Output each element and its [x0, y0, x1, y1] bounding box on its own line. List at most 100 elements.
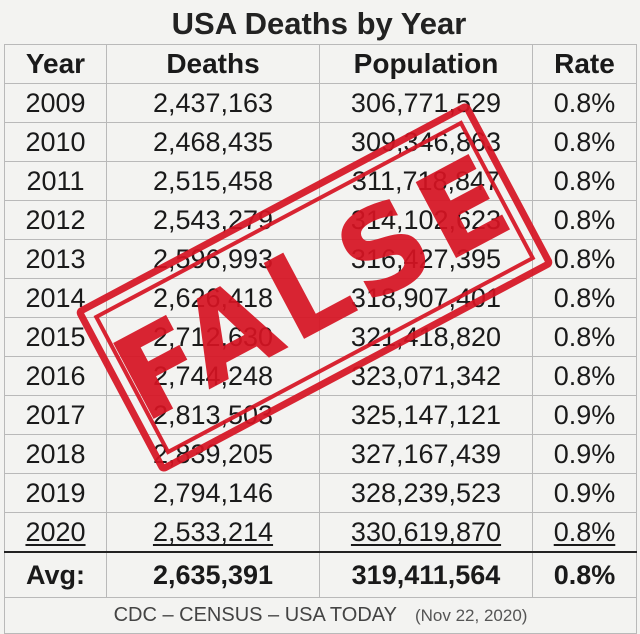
cell-population: 325,147,121 [319, 395, 533, 435]
year-value: 2016 [25, 361, 86, 391]
cell-rate: 0.8% [532, 161, 637, 201]
deaths-value: 2,744,248 [152, 361, 274, 391]
rate-value: 0.8% [553, 244, 616, 274]
cell-year: 2015 [4, 317, 107, 357]
header-rate: Rate [532, 44, 637, 84]
cell-deaths: 2,794,146 [106, 473, 320, 513]
year-value: 2012 [25, 205, 86, 235]
cell-year: 2011 [4, 161, 107, 201]
cell-deaths: 2,437,163 [106, 83, 320, 123]
year-value: 2018 [25, 439, 86, 469]
deaths-value: 2,533,214 [152, 517, 274, 547]
cell-population: 330,619,870 [319, 512, 533, 553]
deaths-value: 2,794,146 [152, 478, 274, 508]
average-label: Avg: [4, 551, 107, 598]
deaths-value: 2,437,163 [152, 88, 274, 118]
cell-year: 2013 [4, 239, 107, 279]
year-value: 2010 [25, 127, 86, 157]
footer-date: (Nov 22, 2020) [414, 606, 528, 625]
table-row: 2010 2,468,435 309,346,863 0.8% [4, 122, 637, 162]
cell-deaths: 2,813,503 [106, 395, 320, 435]
population-value: 311,718,847 [351, 166, 501, 196]
population-value: 318,907,401 [350, 283, 502, 313]
population-value: 306,771,529 [350, 88, 502, 118]
rate-value: 0.9% [553, 478, 616, 508]
deaths-value: 2,626,418 [152, 283, 274, 313]
cell-rate: 0.8% [532, 512, 637, 553]
cell-year: 2020 [4, 512, 107, 553]
year-value: 2017 [25, 400, 86, 430]
population-value: 328,239,523 [350, 478, 502, 508]
cell-population: 321,418,820 [319, 317, 533, 357]
year-value: 2014 [25, 283, 86, 313]
rate-value: 0.9% [553, 400, 616, 430]
cell-deaths: 2,839,205 [106, 434, 320, 474]
deaths-value: 2,596,993 [152, 244, 274, 274]
population-value: 309,346,863 [350, 127, 502, 157]
population-value: 330,619,870 [350, 517, 502, 547]
table-row: 2018 2,839,205 327,167,439 0.9% [4, 434, 637, 474]
table-row: 2013 2,596,993 316,427,395 0.8% [4, 239, 637, 279]
population-value: 323,071,342 [350, 361, 502, 391]
cell-year: 2009 [4, 83, 107, 123]
average-row: Avg: 2,635,391 319,411,564 0.8% [4, 551, 637, 598]
year-value: 2009 [25, 88, 86, 118]
population-value: 325,147,121 [350, 400, 502, 430]
table-row: 2020 2,533,214 330,619,870 0.8% [4, 512, 637, 553]
cell-deaths: 2,543,279 [106, 200, 320, 240]
cell-population: 316,427,395 [319, 239, 533, 279]
deaths-value: 2,813,503 [152, 400, 274, 430]
cell-population: 314,102,623 [319, 200, 533, 240]
cell-year: 2014 [4, 278, 107, 318]
table-row: 2014 2,626,418 318,907,401 0.8% [4, 278, 637, 318]
cell-deaths: 2,626,418 [106, 278, 320, 318]
cell-population: 309,346,863 [319, 122, 533, 162]
average-population: 319,411,564 [319, 551, 533, 598]
deaths-value: 2,468,435 [152, 127, 274, 157]
year-value: 2015 [25, 322, 86, 352]
cell-rate: 0.9% [532, 473, 637, 513]
rate-value: 0.9% [553, 439, 616, 469]
cell-population: 327,167,439 [319, 434, 533, 474]
average-rate: 0.8% [532, 551, 637, 598]
cell-deaths: 2,515,458 [106, 161, 320, 201]
footer: CDC – CENSUS – USA TODAY (Nov 22, 2020) [4, 597, 637, 634]
year-value: 2020 [25, 517, 86, 547]
rate-value: 0.8% [553, 88, 616, 118]
cell-population: 318,907,401 [319, 278, 533, 318]
deaths-value: 2,839,205 [152, 439, 274, 469]
cell-population: 306,771,529 [319, 83, 533, 123]
rate-value: 0.8% [553, 283, 616, 313]
cell-year: 2012 [4, 200, 107, 240]
header-population: Population [319, 44, 533, 84]
cell-deaths: 2,744,248 [106, 356, 320, 396]
rate-value: 0.8% [553, 205, 616, 235]
cell-rate: 0.9% [532, 395, 637, 435]
cell-year: 2016 [4, 356, 107, 396]
deaths-table: Year Deaths Population Rate 2009 2,437,16… [4, 44, 637, 634]
deaths-value: 2,515,458 [152, 166, 274, 196]
table-row: 2016 2,744,248 323,071,342 0.8% [4, 356, 637, 396]
rate-value: 0.8% [553, 361, 616, 391]
table-row: 2019 2,794,146 328,239,523 0.9% [4, 473, 637, 513]
deaths-value: 2,712,630 [152, 322, 274, 352]
footer-source: CDC – CENSUS – USA TODAY [113, 604, 397, 626]
cell-rate: 0.8% [532, 122, 637, 162]
cell-deaths: 2,596,993 [106, 239, 320, 279]
header-deaths: Deaths [106, 44, 320, 84]
cell-rate: 0.8% [532, 239, 637, 279]
rate-value: 0.8% [553, 322, 616, 352]
rate-value: 0.8% [553, 166, 616, 196]
header-row: Year Deaths Population Rate [4, 44, 637, 84]
cell-population: 323,071,342 [319, 356, 533, 396]
population-value: 321,418,820 [350, 322, 502, 352]
table-row: 2011 2,515,458 311,718,847 0.8% [4, 161, 637, 201]
cell-population: 328,239,523 [319, 473, 533, 513]
population-value: 314,102,623 [350, 205, 502, 235]
cell-rate: 0.8% [532, 278, 637, 318]
table-row: 2009 2,437,163 306,771,529 0.8% [4, 83, 637, 123]
cell-population: 311,718,847 [319, 161, 533, 201]
cell-year: 2019 [4, 473, 107, 513]
cell-deaths: 2,468,435 [106, 122, 320, 162]
